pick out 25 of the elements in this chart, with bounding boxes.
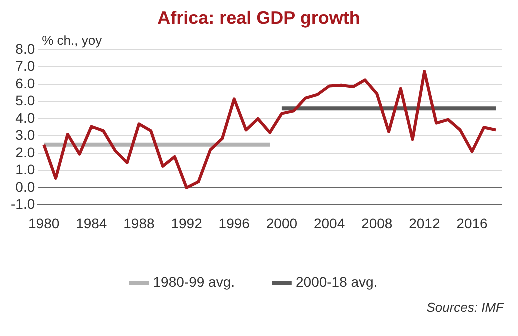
x-tick-label: 1984 [76, 215, 108, 232]
y-tick-label: 8.0 [16, 40, 36, 57]
x-tick-label: 1996 [218, 215, 250, 232]
y-axis-title: % ch., yoy [42, 33, 103, 48]
x-tick-label: 2004 [314, 215, 346, 232]
chart-title: Africa: real GDP growth [156, 8, 362, 30]
x-tick-label: 2016 [456, 215, 488, 232]
x-tick-label: 1988 [124, 215, 156, 232]
y-tick-label: 7.0 [16, 58, 36, 74]
y-tick-label: 2.0 [16, 144, 36, 160]
source-note: Sources: IMF [426, 300, 506, 315]
y-tick-label: 1.0 [16, 162, 36, 178]
legend-label: 2000-18 avg. [296, 274, 378, 290]
x-tick-label: 2012 [409, 215, 440, 232]
y-tick-label: 5.0 [16, 92, 36, 109]
y-tick-label: -1.0 [11, 196, 36, 212]
y-tick-label: 6.0 [16, 75, 36, 92]
legend-label: 1980-99 avg. [153, 274, 236, 290]
x-tick-label: 2008 [362, 215, 393, 232]
y-tick-label: 0.0 [16, 178, 36, 195]
x-tick-label: 1992 [171, 215, 203, 232]
x-tick-label: 1980 [28, 215, 60, 232]
y-tick-label: 4.0 [16, 110, 36, 126]
x-tick-label: 2000 [266, 215, 298, 232]
y-tick-label: 3.0 [16, 127, 36, 144]
